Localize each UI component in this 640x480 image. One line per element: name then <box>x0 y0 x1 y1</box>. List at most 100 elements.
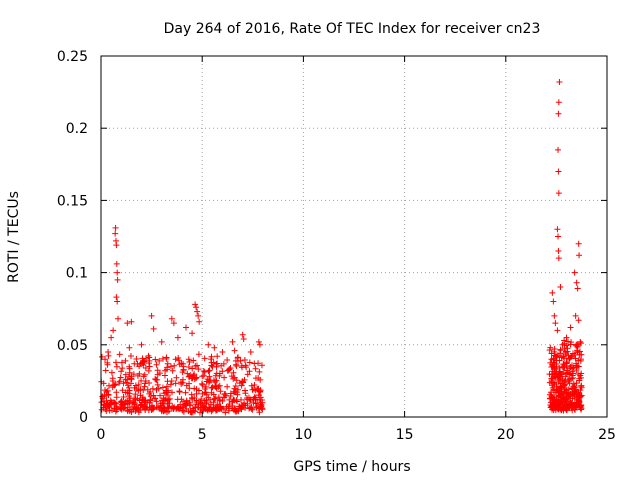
data-point <box>553 383 560 390</box>
data-point <box>192 375 199 382</box>
data-point <box>216 370 223 377</box>
data-point <box>567 324 574 331</box>
data-point <box>145 352 152 359</box>
data-point <box>157 392 164 399</box>
data-point <box>249 406 256 413</box>
data-point <box>555 391 562 398</box>
data-point <box>572 312 579 319</box>
data-point <box>562 373 569 380</box>
data-point <box>561 395 568 402</box>
data-point <box>568 353 575 360</box>
data-point <box>198 396 205 403</box>
data-point <box>201 355 208 362</box>
data-point <box>128 318 135 325</box>
data-point <box>124 320 131 327</box>
data-point <box>168 389 175 396</box>
data-point <box>214 360 221 367</box>
data-point <box>232 389 239 396</box>
data-point <box>224 356 231 363</box>
data-point <box>575 400 582 407</box>
data-point <box>211 344 218 351</box>
data-point <box>112 400 119 407</box>
data-point <box>205 394 212 401</box>
data-point <box>213 363 220 370</box>
x-axis-label: GPS time / hours <box>293 459 410 475</box>
data-point <box>125 384 132 391</box>
data-point <box>550 298 557 305</box>
data-point <box>576 252 583 259</box>
data-point <box>108 401 115 408</box>
data-point <box>563 406 570 413</box>
axis-ticks <box>100 55 608 418</box>
data-point <box>222 409 229 416</box>
data-point <box>208 408 215 415</box>
data-point <box>196 318 203 325</box>
data-point <box>575 317 582 324</box>
data-point <box>166 400 173 407</box>
data-point <box>114 269 121 276</box>
data-point <box>159 384 166 391</box>
data-point <box>556 78 563 85</box>
data-point <box>226 366 233 373</box>
data-point <box>164 364 171 371</box>
data-point <box>258 403 265 410</box>
data-point <box>251 394 258 401</box>
data-point <box>124 382 131 389</box>
data-point <box>199 402 206 409</box>
data-point <box>561 382 568 389</box>
data-point <box>246 368 253 375</box>
data-point <box>102 356 109 363</box>
data-point <box>578 384 585 391</box>
data-point <box>149 385 156 392</box>
data-point <box>561 364 568 371</box>
data-point <box>554 226 561 233</box>
data-point <box>549 289 556 296</box>
data-point <box>229 338 236 345</box>
data-point <box>555 110 562 117</box>
data-point <box>193 304 200 311</box>
data-point <box>167 381 174 388</box>
data-point <box>205 404 212 411</box>
data-point <box>156 357 163 364</box>
data-point <box>202 386 209 393</box>
data-point <box>555 190 562 197</box>
data-point <box>161 406 168 413</box>
data-point <box>257 399 264 406</box>
data-point <box>189 330 196 337</box>
y-tick-label: 0.15 <box>57 193 88 209</box>
data-point <box>183 324 190 331</box>
data-point <box>103 391 110 398</box>
data-point <box>99 393 106 400</box>
data-point <box>568 385 575 392</box>
data-point <box>198 380 205 387</box>
data-point <box>575 393 582 400</box>
data-point <box>245 394 252 401</box>
data-point <box>238 362 245 369</box>
data-point <box>571 269 578 276</box>
data-point <box>138 341 145 348</box>
data-point <box>216 406 223 413</box>
data-point <box>240 379 247 386</box>
data-point <box>174 334 181 341</box>
data-point <box>242 387 249 394</box>
data-point <box>212 395 219 402</box>
data-point <box>549 368 556 375</box>
data-point <box>221 374 228 381</box>
data-point <box>102 367 109 374</box>
data-point <box>165 397 172 404</box>
data-point <box>240 336 247 343</box>
data-point <box>137 386 144 393</box>
data-point <box>239 331 246 338</box>
data-point <box>208 359 215 366</box>
data-point <box>233 363 240 370</box>
data-point <box>206 373 213 380</box>
x-tick-label: 5 <box>198 427 207 443</box>
y-tick-label: 0 <box>79 410 88 426</box>
data-point <box>130 371 137 378</box>
data-point <box>164 378 171 385</box>
data-point <box>258 362 265 369</box>
y-tick-labels: 0 0.05 0.1 0.15 0.2 0.25 <box>57 49 88 426</box>
data-point <box>562 348 569 355</box>
data-point <box>120 393 127 400</box>
